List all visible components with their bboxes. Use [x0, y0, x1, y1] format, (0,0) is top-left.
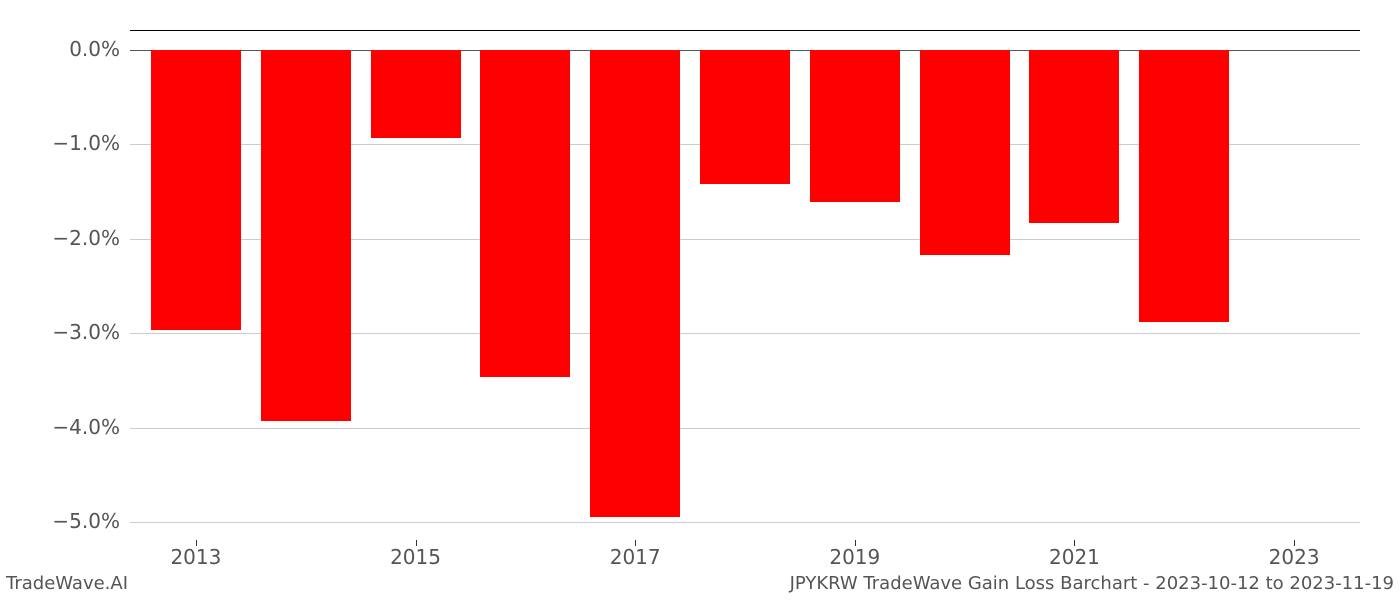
y-tick-label: −1.0% [52, 131, 120, 155]
bar [1029, 50, 1119, 223]
x-tick-label: 2017 [610, 545, 661, 569]
y-gridline [130, 522, 1360, 523]
x-tick-mark [196, 540, 197, 546]
x-tick-mark [1294, 540, 1295, 546]
bar [1139, 50, 1229, 322]
x-tick-mark [1074, 540, 1075, 546]
bar [700, 50, 790, 184]
footer-right-text: JPYKRW TradeWave Gain Loss Barchart - 20… [790, 573, 1394, 594]
y-tick-label: −2.0% [52, 226, 120, 250]
y-tick-label: 0.0% [69, 37, 120, 61]
bar [151, 50, 241, 331]
x-tick-label: 2015 [390, 545, 441, 569]
bar [480, 50, 570, 377]
y-tick-label: −4.0% [52, 415, 120, 439]
x-tick-mark [635, 540, 636, 546]
footer-left-text: TradeWave.AI [6, 573, 128, 594]
x-tick-label: 2013 [170, 545, 221, 569]
x-tick-mark [855, 540, 856, 546]
bar [920, 50, 1010, 255]
bar [810, 50, 900, 202]
bar [261, 50, 351, 421]
x-tick-label: 2019 [829, 545, 880, 569]
chart-plot-area [130, 30, 1360, 540]
y-tick-label: −3.0% [52, 320, 120, 344]
x-tick-label: 2023 [1269, 545, 1320, 569]
x-tick-label: 2021 [1049, 545, 1100, 569]
bar [371, 50, 461, 138]
y-tick-label: −5.0% [52, 509, 120, 533]
x-tick-mark [416, 540, 417, 546]
bar [590, 50, 680, 518]
plot-area [130, 30, 1360, 540]
y-gridline [130, 428, 1360, 429]
